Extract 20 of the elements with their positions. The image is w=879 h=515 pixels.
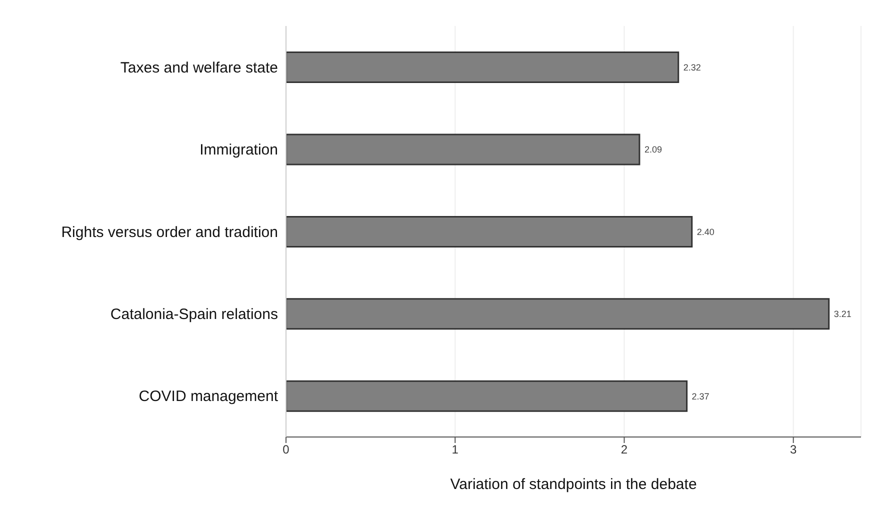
- y-tick-label: Rights versus order and tradition: [61, 224, 278, 241]
- x-axis-title: Variation of standpoints in the debate: [450, 476, 697, 493]
- data-label: 2.32: [683, 62, 701, 72]
- y-tick-label: COVID management: [138, 388, 279, 406]
- y-tick-label: Immigration: [200, 142, 278, 159]
- bar: [286, 134, 640, 166]
- y-tick-label: Catalonia-Spain relations: [110, 306, 278, 324]
- bar: [286, 298, 830, 330]
- bar: [286, 216, 693, 248]
- x-tick-label: 3: [790, 442, 798, 457]
- data-label: 2.37: [692, 391, 710, 402]
- x-tick-label: 2: [620, 442, 628, 457]
- x-tick-label: 1: [452, 442, 459, 457]
- bar: [286, 52, 680, 84]
- data-label: 3.21: [834, 309, 852, 320]
- data-label: 2.40: [696, 226, 714, 237]
- x-tick-label: 0: [282, 442, 290, 457]
- data-label: 2.09: [644, 144, 662, 155]
- y-tick-label: Taxes and welfare state: [120, 59, 278, 76]
- bar: [286, 380, 688, 412]
